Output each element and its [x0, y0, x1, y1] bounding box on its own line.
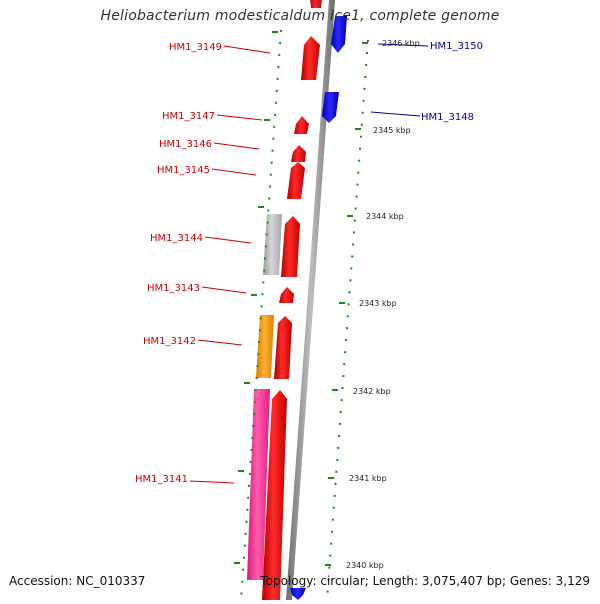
label-leader-line	[201, 286, 247, 294]
label-leader-line	[213, 142, 260, 150]
accession-text: Accession: NC_010337	[9, 574, 146, 588]
gene-arrow-hm1-3150[interactable]	[331, 16, 347, 53]
label-leader-line	[211, 168, 257, 176]
gene-block-gray[interactable]	[263, 214, 282, 275]
gene-arrow-hm1-3147[interactable]	[294, 116, 309, 134]
gene-arrow-hm1-3141[interactable]	[262, 390, 287, 600]
gene-label-hm1-3141[interactable]: HM1_3141	[135, 474, 188, 485]
label-leader-line	[204, 236, 252, 244]
gene-label-hm1-3143[interactable]: HM1_3143	[147, 283, 200, 294]
label-leader-lines	[189, 43, 429, 484]
gene-block-orange[interactable]	[256, 315, 274, 378]
gene-arrow-hm1-3144[interactable]	[281, 216, 300, 277]
scale-label-2342: 2342 kbp	[353, 387, 391, 396]
genome-backbone	[286, 0, 335, 600]
gene-label-hm1-3149[interactable]: HM1_3149	[169, 42, 222, 53]
gene-arrow-bottom-blue[interactable]	[290, 588, 306, 600]
label-leader-line	[189, 480, 235, 484]
label-leader-line	[197, 339, 243, 346]
scale-label-2341: 2341 kbp	[349, 474, 387, 483]
label-leader-line	[216, 114, 263, 121]
topology-text: Topology: circular; Length: 3,075,407 bp…	[260, 574, 590, 588]
scale-label-2343: 2343 kbp	[359, 299, 397, 308]
label-leader-line	[223, 45, 271, 54]
scale-label-2344: 2344 kbp	[366, 212, 404, 221]
label-leader-line	[370, 111, 421, 117]
scale-label-2340: 2340 kbp	[346, 561, 384, 570]
outer-axis-dots	[326, 39, 369, 601]
gene-label-hm1-3148[interactable]: HM1_3148	[421, 112, 474, 123]
gene-label-hm1-3147[interactable]: HM1_3147	[162, 111, 215, 122]
gene-arrow-hm1-3146[interactable]	[291, 145, 306, 162]
gene-label-hm1-3150[interactable]: HM1_3150	[430, 41, 483, 52]
gene-label-hm1-3144[interactable]: HM1_3144	[150, 233, 203, 244]
gene-arrow-hm1-3145[interactable]	[287, 162, 305, 199]
gene-label-hm1-3142[interactable]: HM1_3142	[143, 336, 196, 347]
scale-label-2346: 2346 kbp	[382, 39, 420, 48]
gene-arrow-hm1-3143[interactable]	[279, 287, 294, 303]
gene-arrow-hm1-3148[interactable]	[322, 92, 339, 123]
label-leader-line	[377, 43, 429, 47]
outer-tick-marks	[325, 39, 369, 601]
gene-block-pink[interactable]	[247, 389, 270, 580]
gene-arrow-hm1-3142[interactable]	[274, 316, 292, 379]
gene-label-hm1-3146[interactable]: HM1_3146	[159, 139, 212, 150]
map-title: Heliobacterium modesticaldum Ice1, compl…	[100, 8, 500, 24]
gene-arrow-hm1-3149[interactable]	[310, 0, 322, 8]
gene-label-hm1-3145[interactable]: HM1_3145	[157, 165, 210, 176]
scale-label-2345: 2345 kbp	[373, 126, 411, 135]
inner-tick-marks	[234, 29, 282, 601]
gene-arrow-hm1-3149[interactable]	[301, 36, 320, 80]
